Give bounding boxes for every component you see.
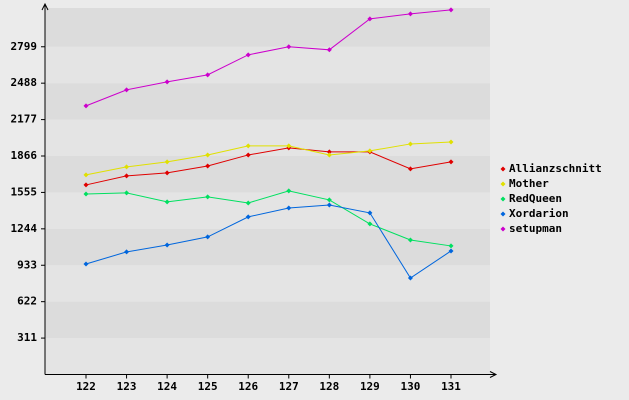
point-marker [286, 44, 292, 50]
x-tick-label: 123 [117, 380, 137, 393]
point-marker [286, 205, 292, 211]
y-tick-label: 1244 [11, 222, 38, 235]
grid-band [45, 228, 490, 266]
point-marker [367, 210, 373, 216]
point-marker [245, 152, 251, 158]
x-tick-label: 124 [157, 380, 177, 393]
point-marker [245, 143, 251, 149]
series-line [85, 141, 452, 176]
legend-marker [500, 196, 506, 202]
grid-band [45, 83, 490, 120]
point-marker [286, 188, 292, 194]
point-marker [124, 249, 130, 255]
point-marker [205, 234, 211, 240]
point-marker [164, 159, 170, 165]
point-marker [326, 152, 332, 158]
grid-band [45, 338, 490, 375]
point-marker [205, 163, 211, 169]
point-marker [164, 170, 170, 176]
legend-label: setupman [509, 222, 562, 235]
y-tick-label: 1866 [11, 149, 38, 162]
point-marker [245, 52, 251, 58]
point-marker [326, 47, 332, 53]
y-tick-label: 933 [17, 258, 37, 271]
point-marker [367, 148, 373, 154]
grid-band [45, 192, 490, 229]
point-marker [83, 191, 89, 197]
legend-label: Xordarion [509, 207, 569, 220]
point-marker [205, 72, 211, 78]
point-marker [407, 237, 413, 243]
legend-marker [500, 166, 506, 172]
x-tick-label: 122 [76, 380, 96, 393]
x-tick-label: 130 [401, 380, 421, 393]
x-tick-label: 126 [238, 380, 258, 393]
legend-marker [500, 226, 506, 232]
point-marker [448, 243, 454, 249]
grid-band [45, 265, 490, 302]
x-tick-label: 128 [319, 380, 339, 393]
grid-band [45, 156, 490, 193]
legend-label: Allianzschnitt [509, 162, 602, 175]
point-marker [83, 261, 89, 267]
point-marker [367, 221, 373, 227]
legend-marker [500, 181, 506, 187]
point-marker [407, 166, 413, 172]
y-tick-label: 2488 [11, 76, 38, 89]
point-marker [83, 103, 89, 109]
point-marker [407, 141, 413, 147]
point-marker [205, 194, 211, 200]
point-marker [83, 172, 89, 178]
legend-label: Mother [509, 177, 549, 190]
point-marker [448, 139, 454, 145]
y-tick-label: 622 [17, 295, 37, 308]
point-marker [124, 164, 130, 170]
series-line [85, 147, 452, 186]
point-marker [164, 242, 170, 248]
legend-label: RedQueen [509, 192, 562, 205]
point-marker [448, 248, 454, 254]
x-tick-label: 125 [198, 380, 218, 393]
x-tick-label: 127 [279, 380, 299, 393]
x-tick-label: 129 [360, 380, 380, 393]
grid-band [45, 8, 490, 47]
legend-marker [500, 211, 506, 217]
point-marker [83, 182, 89, 188]
grid-band [45, 301, 490, 339]
point-marker [367, 16, 373, 22]
series-line [85, 9, 452, 107]
point-marker [326, 202, 332, 208]
series-line [85, 204, 452, 279]
point-marker [407, 11, 413, 17]
point-marker [326, 149, 332, 155]
point-marker [164, 79, 170, 85]
point-marker [245, 214, 251, 220]
grid-band [45, 46, 490, 84]
y-tick-label: 2799 [11, 40, 38, 53]
y-tick-label: 311 [17, 331, 37, 344]
x-axis-arrow [489, 371, 498, 378]
y-tick-label: 2177 [11, 113, 38, 126]
series-line [85, 190, 452, 247]
x-tick-label: 131 [441, 380, 461, 393]
point-marker [286, 143, 292, 149]
grid-band [45, 119, 490, 157]
point-marker [448, 7, 454, 13]
point-marker [124, 173, 130, 179]
point-marker [164, 199, 170, 205]
point-marker [448, 159, 454, 165]
point-marker [124, 87, 130, 93]
point-marker [124, 190, 130, 196]
point-marker [407, 275, 413, 281]
y-tick-label: 1555 [11, 185, 38, 198]
point-marker [205, 152, 211, 158]
point-marker [326, 197, 332, 203]
point-marker [245, 200, 251, 206]
y-axis-arrow [41, 2, 49, 11]
